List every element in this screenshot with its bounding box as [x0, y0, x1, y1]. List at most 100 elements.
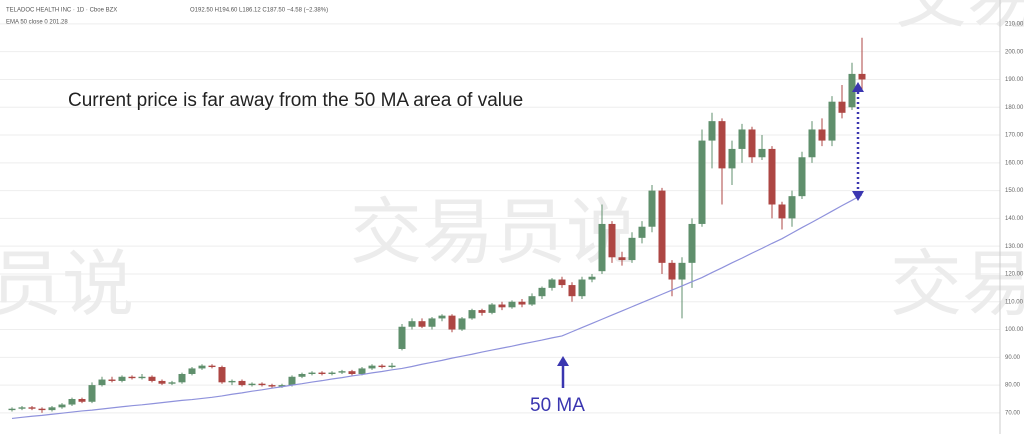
- candle-body: [118, 376, 126, 381]
- candle-body: [858, 73, 866, 80]
- candle-body: [368, 365, 376, 369]
- ma-annotation: 50 MA: [530, 395, 585, 416]
- candle-body: [508, 301, 516, 308]
- candle-body: [388, 365, 396, 368]
- candle-body: [328, 372, 336, 374]
- watermark: 交易: [895, 0, 1024, 37]
- candle-body: [38, 408, 46, 411]
- plot: [8, 37, 866, 420]
- candle-body: [228, 380, 236, 383]
- candle-body: [378, 365, 386, 368]
- candle-body: [848, 73, 856, 108]
- candle-body: [188, 368, 196, 374]
- y-tick-label: 160.00: [1005, 160, 1024, 166]
- candle-body: [768, 148, 776, 205]
- candle-body: [778, 204, 786, 219]
- candle-body: [728, 148, 736, 169]
- candle-body: [828, 101, 836, 141]
- candle-body: [238, 380, 246, 386]
- grid: [0, 23, 1000, 414]
- y-tick-label: 80.00: [1005, 383, 1021, 389]
- candle-body: [88, 385, 96, 402]
- candle-body: [418, 321, 426, 327]
- candle-body: [358, 368, 366, 374]
- candle-body: [298, 373, 306, 377]
- candle-body: [558, 279, 566, 286]
- candle-body: [178, 373, 186, 383]
- candle-body: [208, 365, 216, 368]
- candle-body: [218, 367, 226, 383]
- candle-body: [498, 304, 506, 308]
- candle-body: [838, 101, 846, 113]
- y-tick-label: 180.00: [1005, 105, 1024, 111]
- candle-body: [658, 190, 666, 263]
- y-tick-label: 210.00: [1005, 21, 1024, 27]
- candle-body: [538, 287, 546, 297]
- y-tick-label: 200.00: [1005, 49, 1024, 55]
- candle-body: [568, 285, 576, 297]
- candle-body: [398, 326, 406, 349]
- candle-body: [788, 196, 796, 219]
- candle-body: [738, 129, 746, 149]
- watermark: 员说: [0, 245, 134, 325]
- candle-body: [318, 372, 326, 374]
- annotation: Current price is far away from the 50 MA…: [68, 90, 523, 111]
- candle-body: [708, 121, 716, 141]
- candle-body: [428, 318, 436, 327]
- candle-body: [678, 262, 686, 280]
- candle-body: [608, 223, 616, 258]
- candle-body: [808, 129, 816, 158]
- candle-body: [528, 296, 536, 305]
- candle-body: [258, 383, 266, 386]
- y-tick-label: 150.00: [1005, 188, 1024, 194]
- watermark: 交易: [890, 245, 1024, 325]
- candle-body: [108, 379, 116, 381]
- candle-body: [438, 315, 446, 319]
- candle-body: [758, 148, 766, 158]
- candle-body: [628, 237, 636, 261]
- candle-body: [668, 262, 676, 280]
- y-tick-label: 110.00: [1005, 299, 1024, 305]
- y-tick-label: 120.00: [1005, 272, 1024, 278]
- y-tick-label: 100.00: [1005, 327, 1024, 333]
- watermark: 交易员说: [350, 193, 638, 273]
- candle-body: [718, 121, 726, 169]
- candle-body: [268, 385, 276, 387]
- candle-body: [478, 310, 486, 313]
- candle-body: [98, 379, 106, 386]
- candle-body: [158, 380, 166, 384]
- ma-arrow: [557, 356, 569, 388]
- candle-body: [168, 382, 176, 384]
- candle-body: [598, 223, 606, 272]
- candle-body: [618, 257, 626, 261]
- distance-arrow: [852, 82, 864, 201]
- candle-body: [588, 276, 596, 280]
- candle-body: [458, 318, 466, 330]
- ma-line: [11, 194, 863, 420]
- y-tick-label: 90.00: [1005, 355, 1021, 361]
- y-tick-label: 170.00: [1005, 133, 1024, 139]
- candle-body: [28, 407, 36, 409]
- candle-body: [128, 376, 136, 379]
- candle-body: [338, 371, 346, 373]
- ohlc-readout: O192.50 H194.60 L186.12 C187.50 −4.58 (−…: [190, 8, 328, 14]
- candle-body: [448, 315, 456, 330]
- indicator-readout: EMA 50 close 0 201.28: [6, 20, 68, 26]
- candle-body: [488, 304, 496, 313]
- candle-body: [648, 190, 656, 227]
- candle-body: [798, 157, 806, 197]
- candle-body: [78, 398, 86, 402]
- symbol-header: TELADOC HEALTH INC · 1D · Cboe BZX: [6, 8, 117, 14]
- candle-body: [8, 408, 16, 411]
- candle-body: [818, 129, 826, 141]
- candle-body: [308, 372, 316, 374]
- y-tick-label: 70.00: [1005, 410, 1021, 416]
- candle-body: [468, 310, 476, 319]
- candle-body: [248, 383, 256, 386]
- candle-body: [548, 279, 556, 288]
- candle-body: [48, 407, 56, 411]
- candle-body: [578, 279, 586, 297]
- candle-body: [518, 301, 526, 305]
- candle-body: [688, 223, 696, 263]
